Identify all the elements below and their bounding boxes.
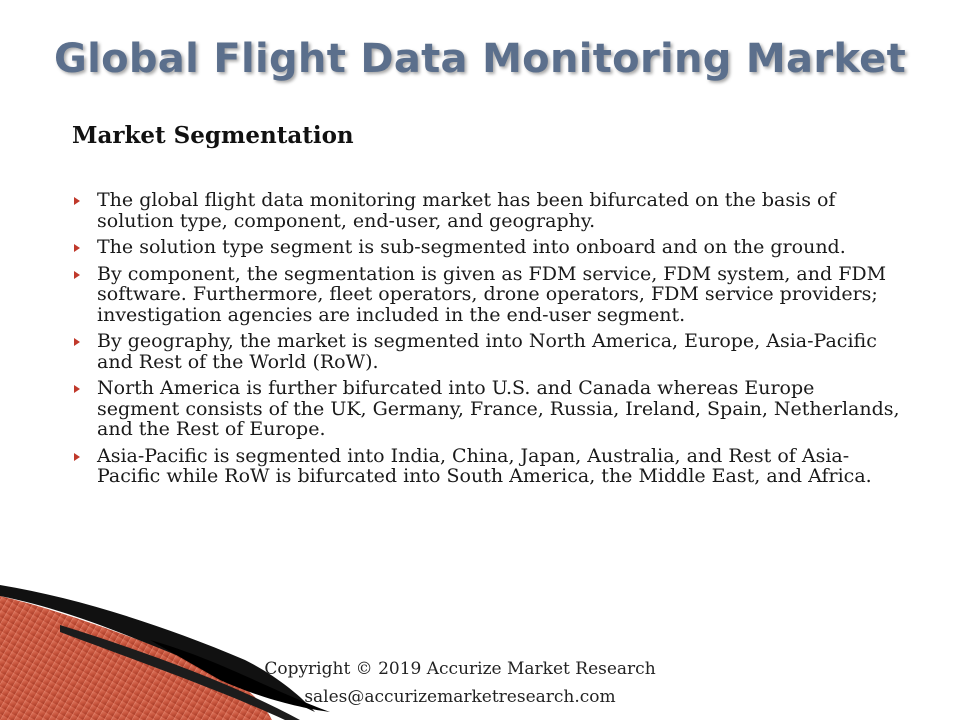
footer-copyright: Copyright © 2019 Accurize Market Researc… xyxy=(0,659,960,679)
list-item: North America is further bifurcated into… xyxy=(72,378,902,440)
bullet-text: North America is further bifurcated into… xyxy=(97,377,900,440)
bullet-triangle-icon xyxy=(74,385,80,393)
footer-email-link[interactable]: sales@accurizemarketresearch.com xyxy=(304,687,616,707)
bullet-triangle-icon xyxy=(74,270,80,279)
section-heading: Market Segmentation xyxy=(72,122,354,149)
list-item: By component, the segmentation is given … xyxy=(72,262,902,326)
slide-title: Global Flight Data Monitoring Market xyxy=(53,36,907,82)
bullet-text: The solution type segment is sub-segment… xyxy=(97,236,846,258)
bullet-triangle-icon xyxy=(74,244,80,252)
footer-copyright-text: Copyright © 2019 Accurize Market Researc… xyxy=(264,659,656,679)
bullet-list: The global flight data monitoring market… xyxy=(72,190,902,493)
bullet-triangle-icon xyxy=(74,452,80,461)
bullet-triangle-icon xyxy=(74,197,80,205)
list-item: Asia-Pacific is segmented into India, Ch… xyxy=(72,444,902,487)
list-item: By geography, the market is segmented in… xyxy=(72,331,902,372)
footer-email[interactable]: sales@accurizemarketresearch.com xyxy=(0,687,960,707)
list-item: The solution type segment is sub-segment… xyxy=(72,237,902,258)
bullet-text: By component, the segmentation is given … xyxy=(97,262,887,326)
bullet-text: Asia-Pacific is segmented into India, Ch… xyxy=(97,444,872,487)
bullet-text: By geography, the market is segmented in… xyxy=(97,330,877,373)
list-item: The global flight data monitoring market… xyxy=(72,190,902,231)
bullet-triangle-icon xyxy=(74,338,80,346)
bullet-text: The global flight data monitoring market… xyxy=(97,189,836,232)
